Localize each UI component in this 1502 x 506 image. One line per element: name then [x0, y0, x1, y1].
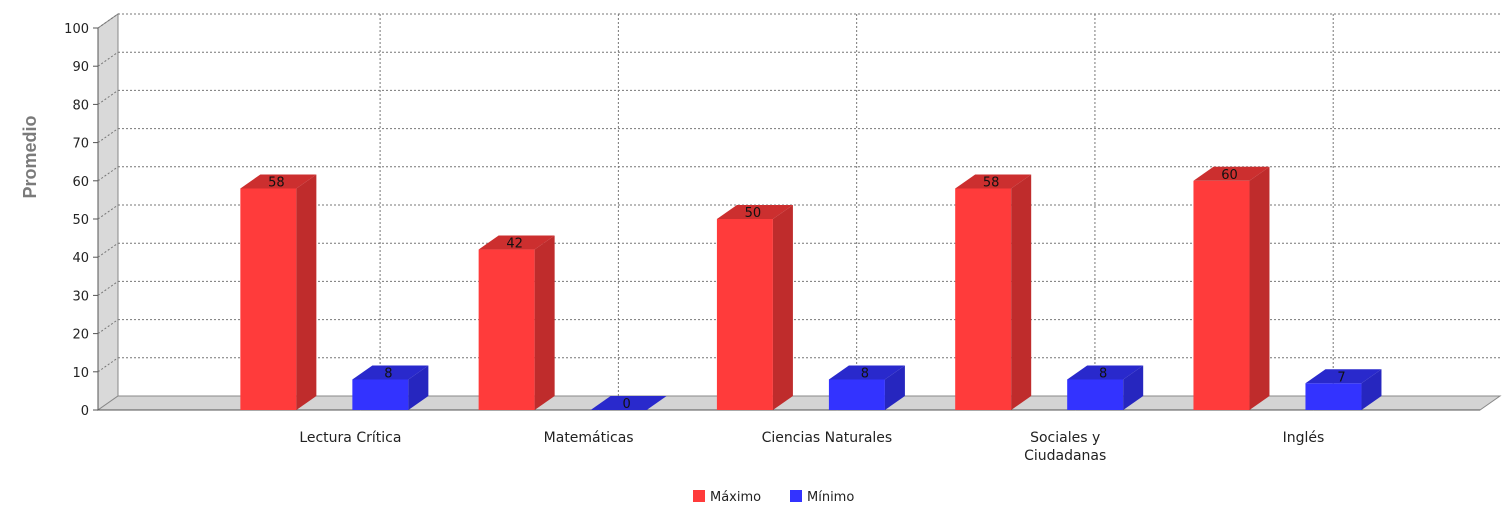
y-tick-label: 80 — [72, 98, 89, 113]
y-tick-label: 50 — [72, 213, 89, 228]
y-tick-label: 60 — [72, 175, 89, 190]
bar-top — [240, 174, 317, 189]
data-label: 60 — [1221, 168, 1238, 183]
y-tick-label: 20 — [72, 328, 89, 343]
category-label: Lectura Crítica — [299, 430, 401, 446]
bar-front — [955, 188, 1012, 410]
bar-front — [240, 188, 297, 410]
data-label: 42 — [506, 237, 523, 252]
legend-label: Máximo — [710, 490, 761, 505]
y-tick-label: 100 — [64, 22, 89, 37]
category-label: Inglés — [1283, 430, 1325, 446]
bar-Máximo-Inglés: 60 — [1193, 166, 1270, 410]
bar-front — [1193, 180, 1250, 410]
bar-top — [352, 365, 429, 380]
bar-Máximo-Sociales y Ciudadanas: 58 — [955, 174, 1032, 410]
y-tick-label: 30 — [72, 289, 89, 304]
y-axis-ticks: 0 10 20 30 40 50 60 70 80 90 100 — [64, 22, 98, 419]
bar-Mínimo-Inglés: 7 — [1305, 369, 1382, 410]
bar-side — [1249, 166, 1270, 410]
data-label: 7 — [1337, 370, 1345, 385]
legend-swatch — [693, 490, 705, 502]
bar-top — [955, 174, 1032, 189]
gridline-wall — [97, 166, 119, 182]
gridline-wall — [97, 242, 119, 258]
bar-top — [716, 205, 793, 219]
y-tick-label: 10 — [72, 366, 89, 381]
bar-top — [828, 365, 905, 380]
chart-legend: Máximo Mínimo — [693, 490, 854, 505]
bar-Mínimo-Lectura Crítica: 8 — [352, 365, 429, 410]
bar-side — [1361, 369, 1382, 410]
bar-top — [1067, 365, 1144, 380]
bar-Mínimo-Sociales y Ciudadanas: 8 — [1067, 365, 1144, 410]
chart-walls — [96, 13, 1502, 411]
y-tick-label: 0 — [81, 404, 89, 419]
bar-side — [1011, 174, 1032, 410]
bar-front — [828, 379, 885, 410]
bar-Máximo-Matemáticas: 42 — [478, 235, 555, 410]
data-label: 0 — [622, 397, 630, 412]
gridline-wall — [97, 319, 119, 335]
bar-front — [1305, 383, 1362, 410]
data-label: 50 — [745, 206, 762, 221]
y-axis-label: Promedio — [20, 115, 40, 198]
bar-Mínimo-Matemáticas: 0 — [590, 396, 667, 412]
bar-top — [1305, 369, 1382, 384]
bar-top — [478, 235, 555, 250]
gridline-wall — [97, 357, 119, 373]
x-axis-categories: Lectura Crítica Matemáticas Ciencias Natur… — [299, 430, 1324, 464]
gridline-wall — [97, 13, 119, 29]
bar-front — [478, 249, 535, 410]
bar-front — [716, 219, 773, 410]
bar-top — [1193, 166, 1270, 181]
category-label: Matemáticas — [544, 430, 634, 446]
bar-side — [884, 365, 905, 410]
bar-front — [1067, 379, 1124, 410]
bar-side — [534, 235, 555, 410]
data-label: 8 — [1099, 366, 1107, 381]
bar-Máximo-Ciencias Naturales: 50 — [716, 205, 793, 410]
data-label: 8 — [384, 366, 392, 381]
data-label: 58 — [983, 175, 1000, 190]
bar-Mínimo-Ciencias Naturales: 8 — [828, 365, 905, 410]
bar-front — [352, 379, 409, 410]
y-tick-label: 90 — [72, 60, 89, 75]
gridline-wall — [97, 51, 119, 67]
data-label: 58 — [268, 175, 285, 190]
gridline-wall — [97, 280, 119, 296]
y-tick-label: 40 — [72, 251, 89, 266]
bar-side — [408, 365, 429, 410]
y-tick-label: 70 — [72, 137, 89, 152]
bar-side — [1123, 365, 1144, 410]
bar-Máximo-Lectura Crítica: 58 — [240, 174, 317, 410]
gridline-wall — [97, 128, 119, 144]
chart-bars: 58 8 42 0 50 8 58 8 60 7 — [240, 166, 1382, 412]
gridline-wall — [97, 89, 119, 105]
category-label: Ciencias Naturales — [762, 430, 893, 446]
gridline-wall — [97, 204, 119, 220]
legend-label: Mínimo — [807, 490, 854, 505]
bar-top — [590, 396, 667, 410]
bar-side — [296, 174, 317, 410]
data-label: 8 — [861, 366, 869, 381]
category-label: Sociales y Ciudadanas — [1024, 430, 1106, 464]
legend-swatch — [790, 490, 802, 502]
bar-side — [772, 205, 793, 410]
